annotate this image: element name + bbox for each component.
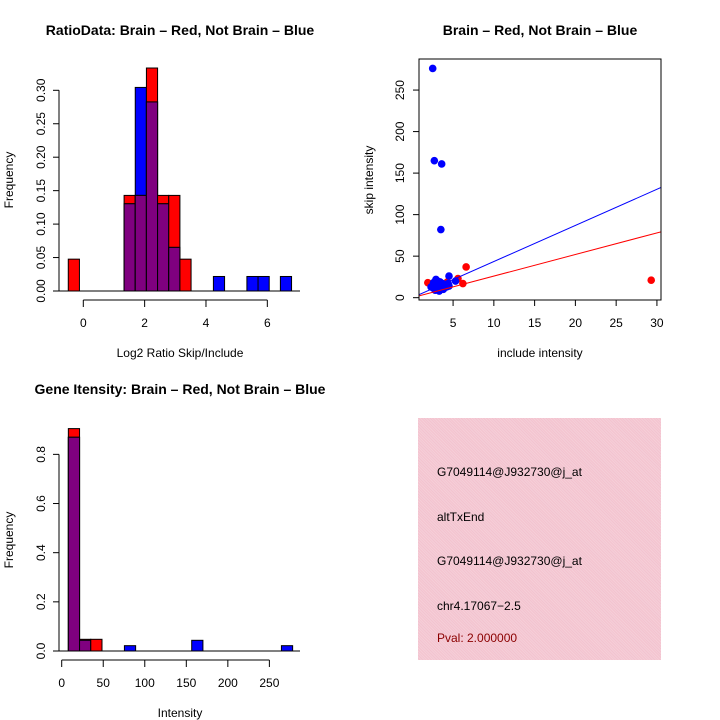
y-tick-label: 0.30 (34, 78, 48, 102)
x-tick-label: 6 (264, 316, 271, 330)
genomic-location: chr4.17067−2.5 (437, 599, 521, 613)
y-tick-label: 0.0 (34, 642, 48, 659)
y-tick-label: 0.05 (34, 246, 48, 270)
not-brain-bar (191, 639, 204, 652)
y-tick-label: 0.4 (34, 544, 48, 561)
x-tick-label: 100 (135, 676, 155, 690)
y-tick-label: 200 (393, 121, 407, 141)
x-tick-label: 150 (176, 676, 196, 690)
y-tick-label: 0 (393, 294, 407, 301)
pval-text: Pval: 2.000000 (437, 631, 518, 645)
ratio-xlabel: Log2 Ratio Skip/Include (117, 346, 244, 360)
overlap-bar (123, 203, 136, 292)
x-tick-label: 5 (450, 316, 457, 330)
ratio-histogram: RatioData: Brain – Red, Not Brain – Blue… (2, 22, 314, 360)
y-tick-label: 0.8 (34, 446, 48, 463)
scatter-title: Brain – Red, Not Brain – Blue (443, 22, 638, 38)
y-tick-label: 250 (393, 80, 407, 100)
ratio-ylabel: Frequency (2, 152, 16, 209)
overlap-bar (79, 639, 92, 652)
intensity-title: Gene Itensity: Brain – Red, Not Brain – … (35, 381, 326, 397)
x-tick-label: 0 (58, 676, 65, 690)
x-tick-label: 50 (97, 676, 111, 690)
y-tick-label: 0.00 (34, 279, 48, 303)
not-brain-bar (246, 275, 259, 292)
fit-line (419, 231, 661, 297)
y-tick-label: 0.15 (34, 179, 48, 203)
x-tick-label: 250 (259, 676, 279, 690)
brain-bar (67, 258, 80, 292)
overlap-bar (67, 436, 81, 652)
probe-info-panel: G7049114@J932730@j_at altTxEnd G7049114@… (418, 418, 661, 660)
probe-id: G7049114@J932730@j_at (437, 465, 582, 479)
x-tick-label: 25 (609, 316, 623, 330)
ratio-title: RatioData: Brain – Red, Not Brain – Blue (46, 22, 315, 38)
y-tick-label: 50 (393, 249, 407, 263)
y-tick-label: 100 (393, 204, 407, 224)
y-tick-label: 0.6 (34, 495, 48, 512)
brain-point (459, 279, 467, 288)
probe-id-2: G7049114@J932730@j_at (437, 554, 582, 568)
not-brain-bar (212, 275, 226, 292)
event-type: altTxEnd (437, 510, 485, 524)
not-brain-point (437, 160, 446, 168)
y-tick-label: 150 (393, 163, 407, 183)
intensity-ylabel: Frequency (2, 512, 16, 569)
not-brain-point (437, 225, 445, 234)
brain-bar (90, 638, 103, 652)
y-tick-label: 0.2 (34, 593, 48, 610)
x-tick-label: 15 (528, 316, 542, 330)
fit-line (419, 187, 661, 296)
overlap-bar (145, 101, 159, 292)
scatter-marks (419, 64, 661, 297)
y-tick-label: 0.25 (34, 112, 48, 136)
x-tick-label: 4 (203, 316, 210, 330)
not-brain-bar (279, 275, 293, 292)
y-tick-label: 0.20 (34, 145, 48, 169)
x-tick-label: 10 (487, 316, 501, 330)
not-brain-point (428, 64, 437, 73)
not-brain-bar (257, 275, 270, 292)
x-tick-label: 2 (141, 316, 148, 330)
x-tick-label: 30 (650, 316, 664, 330)
not-brain-bar (280, 645, 294, 652)
x-tick-label: 20 (569, 316, 583, 330)
scatter-xlabel: include intensity (497, 346, 582, 360)
not-brain-bar (123, 645, 137, 652)
y-tick-label: 0.10 (34, 212, 48, 236)
scatter-ylabel: skip intensity (362, 146, 376, 215)
overlap-bar (134, 194, 147, 292)
x-tick-label: 0 (80, 316, 87, 330)
intensity-scatter: Brain – Red, Not Brain – Blue include in… (362, 22, 664, 360)
overlap-bar (168, 246, 181, 292)
x-tick-label: 200 (218, 676, 238, 690)
brain-point (462, 263, 470, 271)
intensity-xlabel: Intensity (158, 706, 203, 720)
overlap-bar (157, 203, 170, 292)
gene-intensity-histogram: Gene Itensity: Brain – Red, Not Brain – … (2, 381, 326, 720)
brain-point (647, 276, 656, 285)
not-brain-point (445, 272, 453, 280)
brain-bar (179, 258, 192, 292)
not-brain-point (430, 156, 439, 165)
